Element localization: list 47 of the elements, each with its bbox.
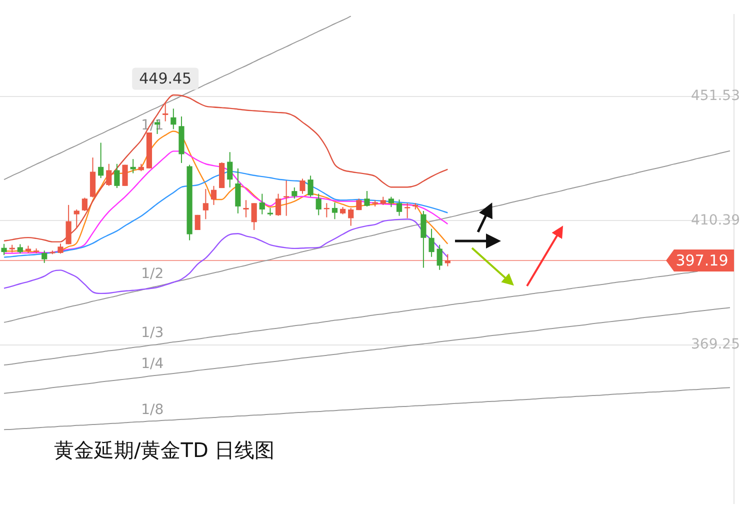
candlestick	[74, 208, 80, 229]
line-series	[4, 16, 352, 180]
candlestick	[348, 207, 354, 226]
candlestick	[364, 190, 370, 207]
series-label: 1/3	[141, 324, 164, 341]
candlestick	[98, 142, 104, 179]
candlestick	[82, 197, 88, 212]
candlestick	[292, 186, 298, 200]
candlestick	[17, 244, 23, 254]
candlestick	[1, 243, 7, 256]
y-tick-label: 369.25	[691, 336, 740, 353]
candlestick	[436, 244, 442, 270]
y-tick-label: 410.39	[691, 212, 740, 228]
candlestick	[114, 163, 120, 189]
candlestick	[259, 193, 265, 215]
candlestick	[300, 178, 306, 194]
series-label: 1/2	[141, 266, 164, 282]
candlestick	[235, 168, 241, 214]
annotation: 449.45	[139, 70, 192, 88]
candlestick	[396, 199, 402, 216]
candlestick	[316, 193, 322, 216]
candlestick	[332, 202, 338, 220]
candlestick	[388, 196, 394, 208]
candlestick	[162, 102, 168, 122]
candlestick	[202, 188, 208, 220]
candlestick	[170, 108, 176, 130]
candlestick	[428, 228, 434, 258]
line-series	[4, 387, 730, 430]
ref-line-label: 397.19	[676, 251, 728, 270]
candlestick	[308, 175, 314, 198]
candlestick	[243, 200, 249, 218]
candlestick	[210, 185, 217, 206]
candlestick	[106, 163, 112, 186]
candlestick	[122, 164, 128, 186]
candlestick	[130, 158, 136, 174]
candlestick	[444, 254, 450, 267]
candlestick	[42, 250, 48, 264]
candlestick	[420, 210, 426, 268]
candlestick	[275, 193, 282, 216]
y-tick-label: 451.53	[691, 88, 740, 104]
candlestick	[227, 152, 233, 188]
text: 黄金延期/黄金TD 日线图	[54, 437, 275, 464]
candlestick	[404, 202, 410, 219]
series-label: 1/4	[141, 356, 164, 372]
series-label: 1/8	[141, 402, 164, 418]
candlestick	[251, 202, 257, 231]
candlestick	[284, 180, 290, 216]
